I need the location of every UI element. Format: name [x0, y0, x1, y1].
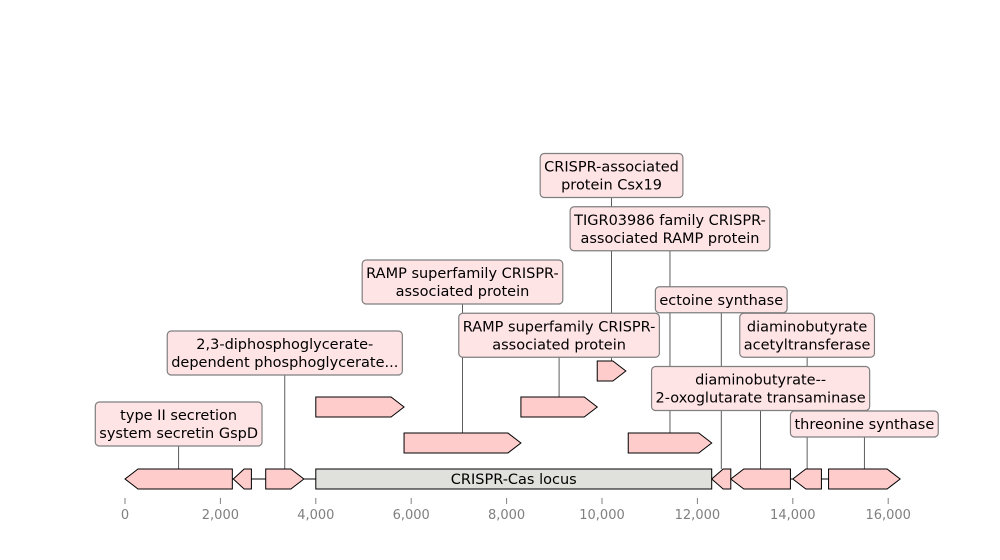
feature-label-text: RAMP superfamily CRISPR-: [366, 266, 559, 282]
feature-label: threonine synthase: [789, 410, 939, 438]
feature-label-text: 2,3-diphosphoglycerate-: [196, 337, 373, 353]
feature-label: TIGR03986 family CRISPR-associated RAMP …: [569, 206, 771, 252]
gene-arrow: [265, 468, 305, 490]
feature-label-text: type II secretion: [120, 408, 237, 424]
feature-label-box: [739, 312, 876, 358]
feature-label-text: diaminobutyrate: [747, 319, 868, 335]
x-tick-label: 6,000: [393, 508, 430, 523]
feature-label: RAMP superfamily CRISPR-associated prote…: [458, 312, 660, 358]
x-tick-label: 14,000: [770, 508, 816, 523]
feature-label-box: [650, 365, 871, 412]
locus-label: CRISPR-Cas locus: [451, 472, 577, 488]
x-tick-label: 10,000: [579, 508, 625, 523]
feature-label-text: 2-oxoglutarate transaminase: [656, 391, 866, 407]
feature-label-box: [361, 259, 564, 305]
feature-labels: type II secretion system secretin GspD 2,3…: [94, 152, 939, 447]
gene-arrow: [315, 396, 405, 418]
feature-label-text: associated protein: [396, 284, 530, 300]
feature-label-text: associated RAMP protein: [580, 231, 759, 247]
gene-arrow: [791, 468, 822, 490]
feature-label: diaminobutyrate acetyltransferase: [739, 312, 876, 358]
feature-label-box: [789, 410, 939, 438]
features: CRISPR-Cas locus: [124, 360, 901, 490]
feature-label: 2,3-diphosphoglycerate-dependent phospho…: [166, 330, 403, 376]
gene-arrow: [520, 396, 599, 418]
gene-arrow: [124, 468, 233, 490]
feature-label-box: [569, 206, 771, 252]
gene-arrow: [627, 432, 713, 454]
gene-arrow: [729, 468, 791, 490]
feature-label-box: [539, 152, 684, 199]
gene-arrow: [232, 468, 252, 490]
gene-arrow: [710, 468, 732, 490]
feature-label: type II secretion system secretin GspD: [94, 401, 263, 447]
feature-label-text: threonine synthase: [794, 417, 934, 433]
x-tick-label: 0: [121, 508, 129, 523]
feature-label: CRISPR-associated protein Csx19: [539, 152, 684, 199]
feature-label-text: RAMP superfamily CRISPR-: [463, 319, 656, 335]
x-tick-label: 12,000: [675, 508, 721, 523]
gene-arrow: [828, 468, 901, 490]
x-tick-label: 16,000: [865, 508, 911, 523]
feature-label-text: system secretin GspD: [99, 426, 258, 442]
feature-label-box: [94, 401, 263, 447]
feature-label-text: CRISPR-associated: [544, 160, 679, 176]
x-axis: 0 2,000 4,000 6,000 8,000 10,000 12,000 14,000 1…: [121, 478, 911, 523]
feature-label-box: [166, 330, 403, 376]
feature-label-text: dependent phosphoglycerate...: [171, 355, 398, 371]
gene-arrow: [596, 360, 627, 382]
feature-label: ectoine synthase: [654, 286, 788, 314]
feature-label-text: acetyltransferase: [744, 337, 871, 353]
feature-label-text: associated protein: [492, 337, 626, 353]
feature-label-text: diaminobutyrate--: [695, 373, 826, 389]
x-tick-label: 8,000: [488, 508, 525, 523]
x-tick-label: 4,000: [297, 508, 334, 523]
feature-label-text: protein Csx19: [561, 178, 662, 194]
feature-label-text: ectoine synthase: [659, 293, 783, 309]
feature-label-box: [458, 312, 660, 358]
gene-arrow: [403, 432, 522, 454]
feature-label-text: TIGR03986 family CRISPR-: [573, 213, 766, 229]
feature-label-box: [654, 286, 788, 314]
x-tick-label: 2,000: [202, 508, 239, 523]
feature-label: diaminobutyrate-- 2-oxoglutarate transami…: [650, 365, 871, 412]
feature-label: RAMP superfamily CRISPR-associated prote…: [361, 259, 564, 305]
